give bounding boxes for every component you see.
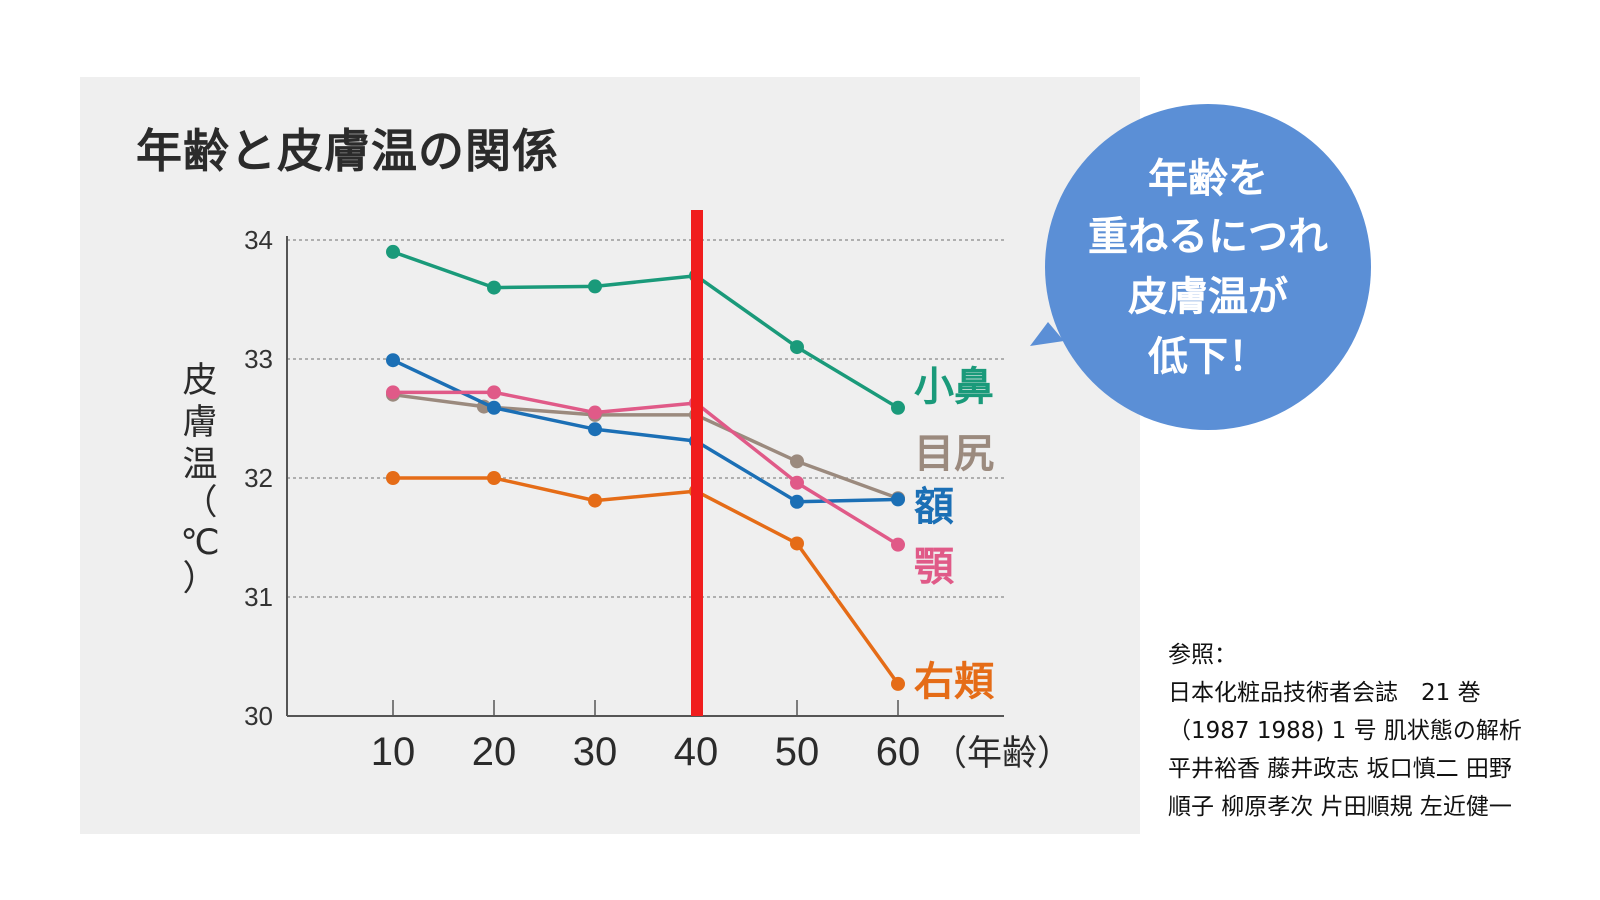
legend-label: 目尻 <box>914 431 994 477</box>
reference-line: 日本化粧品技術者会誌 21 巻 <box>1168 680 1481 706</box>
y-tick-label: 33 <box>244 344 273 374</box>
y-axis-label-char: ℃ <box>180 523 219 563</box>
data-point <box>588 279 602 294</box>
data-point <box>891 492 905 507</box>
legend-label: 額 <box>914 484 954 530</box>
series-line <box>392 250 899 410</box>
x-tick-label: 30 <box>573 730 618 774</box>
x-tick-label: 10 <box>371 730 416 774</box>
series-line <box>393 476 900 685</box>
data-point <box>588 422 602 437</box>
x-tick-label: 40 <box>674 730 719 774</box>
data-point <box>487 385 501 400</box>
reference-line: 平井裕香 藤井政志 坂口慎二 田野 <box>1168 756 1512 782</box>
data-point <box>588 493 602 508</box>
legend-label: 小鼻 <box>914 364 994 410</box>
data-point <box>386 471 400 485</box>
reference-line: （1987 1988) 1 号 肌状態の解析 <box>1168 718 1522 744</box>
chart-panel <box>80 77 1140 834</box>
data-point <box>891 537 905 552</box>
legend-label: 顎 <box>914 544 955 590</box>
x-tick-label: 20 <box>472 730 517 774</box>
y-axis-label-char: 膚 <box>182 403 217 443</box>
data-point <box>386 385 400 400</box>
callout-text-line: 重ねるにつれ <box>1088 214 1328 260</box>
data-point <box>891 400 905 415</box>
series-目尻 <box>386 387 905 506</box>
chart-title: 年齢と皮膚温の関係 <box>136 124 559 178</box>
data-point <box>386 244 400 259</box>
data-point <box>487 471 501 485</box>
y-tick-label: 34 <box>244 225 273 255</box>
y-axis-label-char: 皮 <box>182 361 217 401</box>
reference-line: 順子 柳原孝次 片田順規 左近健一 <box>1168 794 1512 820</box>
data-point <box>588 405 602 420</box>
callout-text-line: 皮膚温が <box>1128 274 1288 320</box>
reference-line: 参照： <box>1168 642 1237 668</box>
callout-text-line: 年齢を <box>1148 156 1268 202</box>
data-point <box>790 494 804 509</box>
x-axis-unit-label: （年齢） <box>932 734 1072 774</box>
y-tick-label: 31 <box>244 582 273 612</box>
series-小鼻 <box>386 244 905 415</box>
callout-text-line: 低下！ <box>1148 334 1268 380</box>
data-point <box>790 536 804 551</box>
x-tick-label: 50 <box>775 730 820 774</box>
reference-note: 参照： 日本化粧品技術者会誌 21 巻 （1987 1988) 1 号 肌状態の… <box>1168 636 1598 826</box>
series-額 <box>386 353 905 509</box>
callout-bubble-tail <box>1030 322 1064 346</box>
y-tick-label: 30 <box>244 701 273 731</box>
data-point <box>790 475 804 490</box>
x-tick-label: 60 <box>876 730 921 774</box>
y-tick-label: 32 <box>244 463 273 493</box>
data-point <box>487 400 501 415</box>
series-顎 <box>386 385 905 552</box>
y-axis-label-char: （ <box>182 483 217 523</box>
data-point <box>790 340 804 355</box>
series-line <box>393 390 899 547</box>
data-point <box>891 676 905 691</box>
data-point <box>790 454 804 469</box>
series-line <box>392 392 899 500</box>
data-point <box>386 353 400 368</box>
series-右頬 <box>386 471 905 691</box>
y-axis-label-char: ） <box>182 559 217 599</box>
y-axis-label-char: 温 <box>182 445 217 485</box>
data-point <box>487 280 501 295</box>
series-line <box>392 358 899 504</box>
callout-bubble-circle <box>1045 104 1371 430</box>
legend-label: 右頬 <box>914 659 995 705</box>
